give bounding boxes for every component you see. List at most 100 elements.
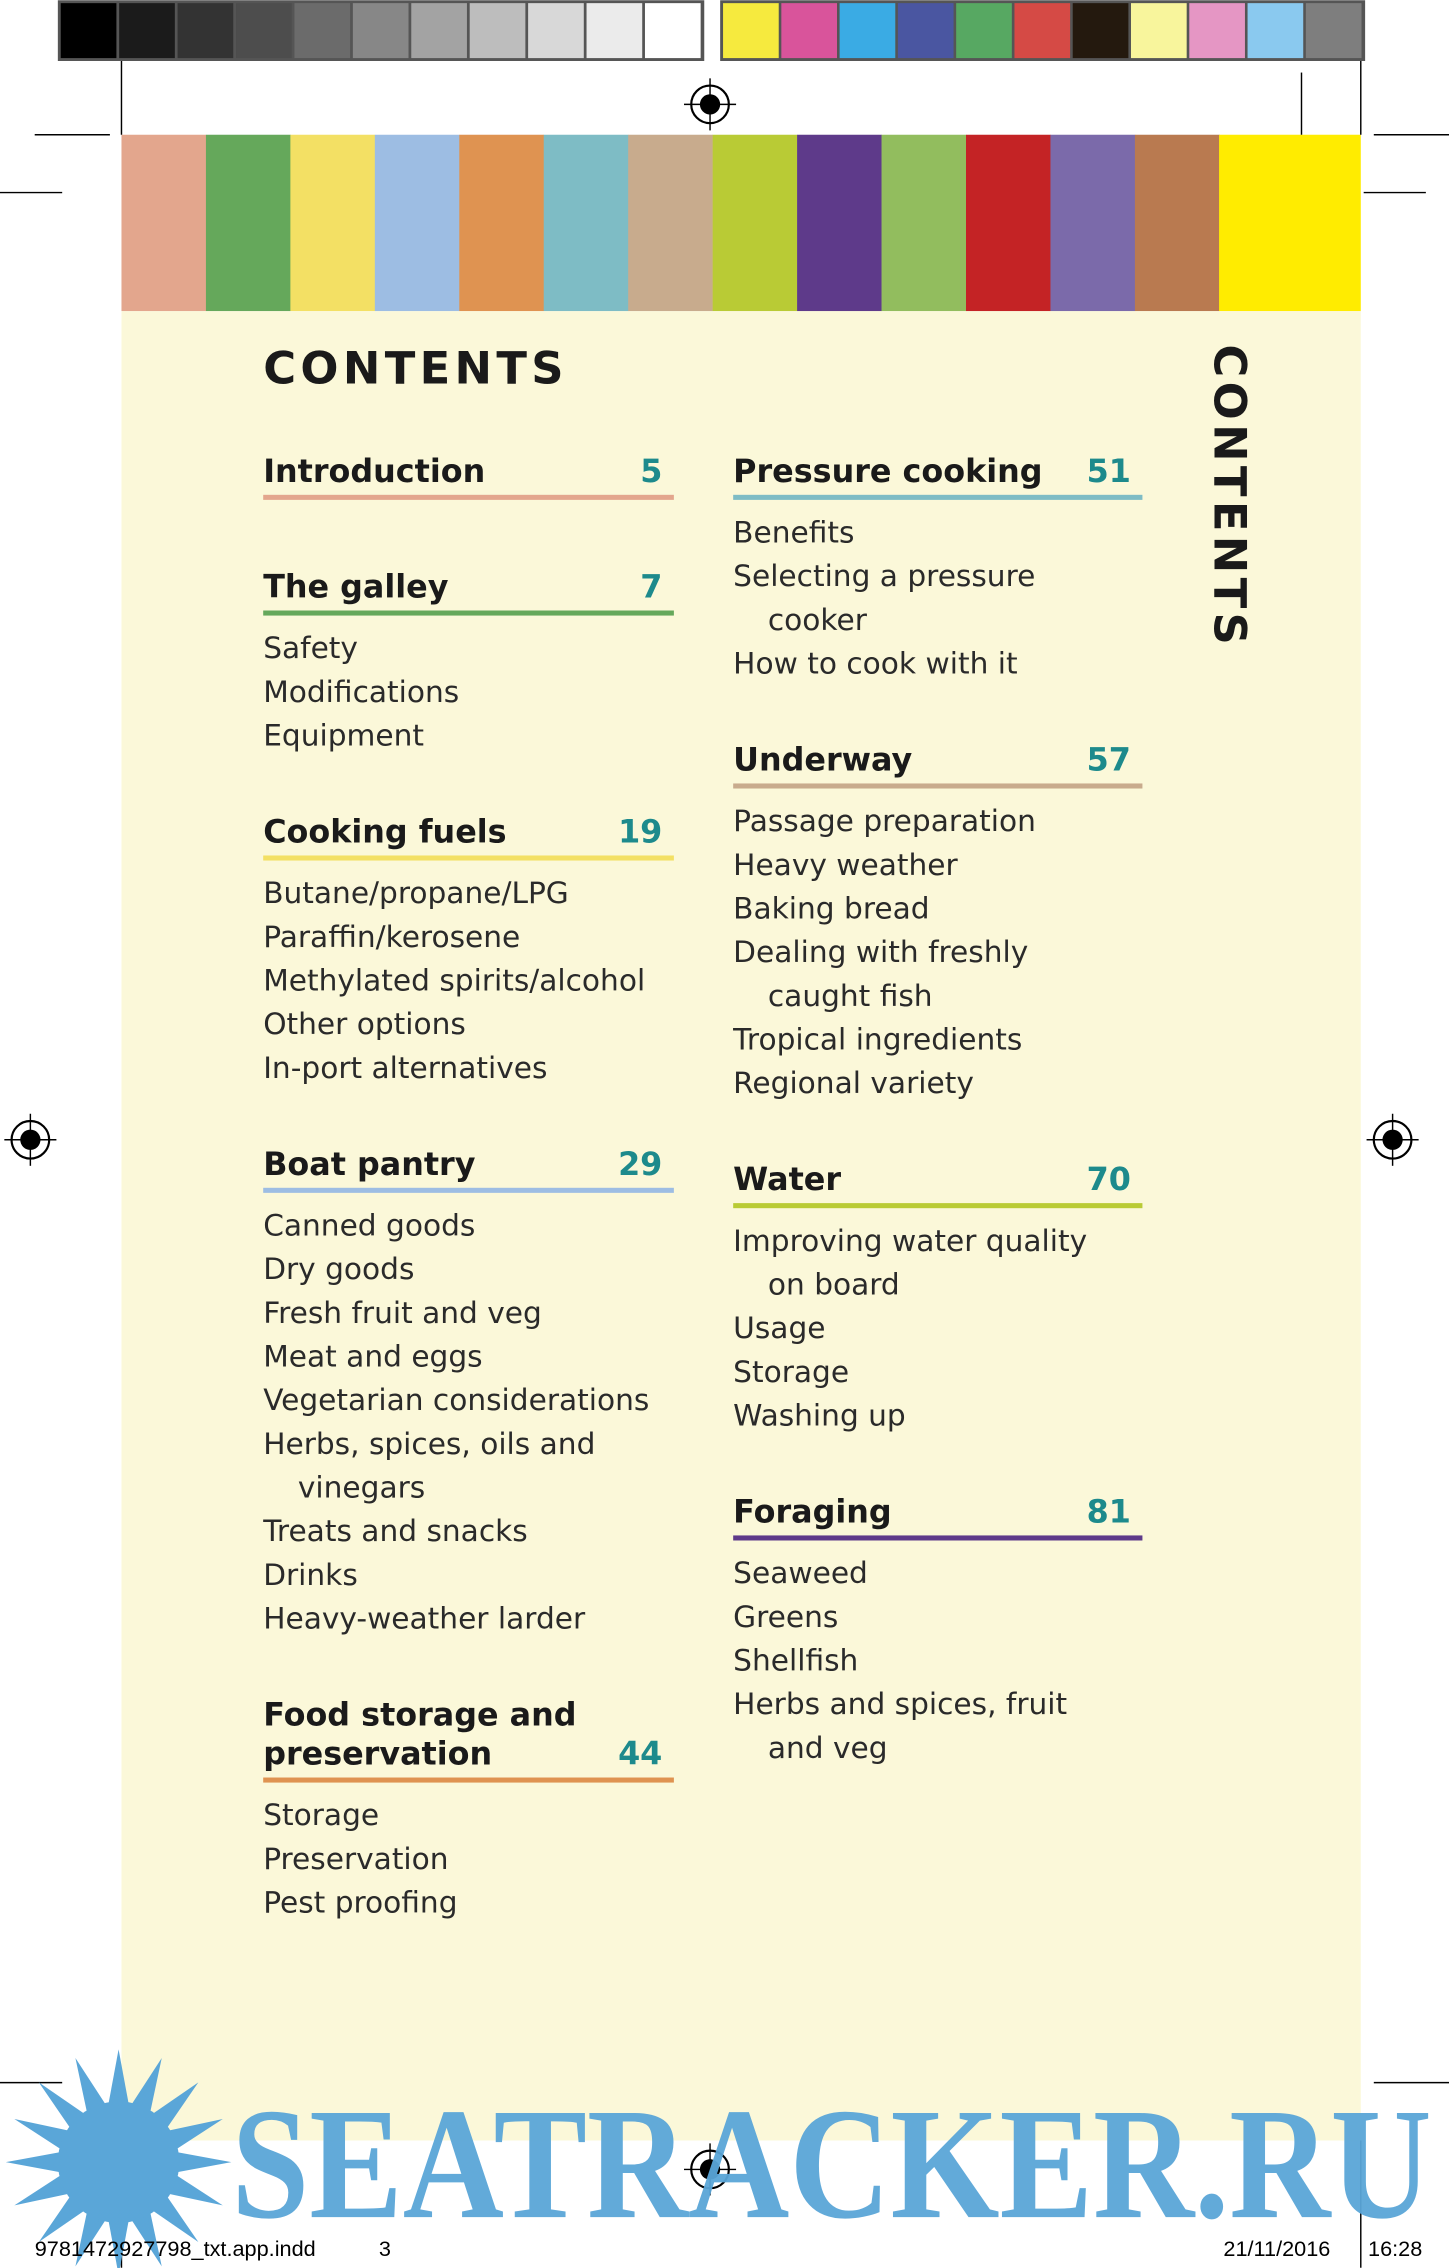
color-swatch <box>897 3 954 59</box>
item: Tropical ingredients <box>732 1022 1022 1057</box>
item: Methylated spirits/alcohol <box>263 963 645 998</box>
section-title: Water <box>733 1160 841 1198</box>
page-area <box>121 311 1361 2141</box>
gray-swatch <box>236 3 292 59</box>
color-swatch <box>956 3 1012 59</box>
item: Usage <box>733 1310 825 1345</box>
tab-swatch <box>459 134 545 312</box>
section-rule <box>263 494 674 500</box>
tab-swatch <box>881 134 967 312</box>
item: Butane/propane/LPG <box>263 875 569 910</box>
watermark: SEATRACKER.RU <box>231 2076 1431 2252</box>
section-rule <box>263 1187 674 1193</box>
item: Washing up <box>733 1398 906 1433</box>
section-title: Pressure cooking <box>733 452 1042 490</box>
section-page: 7 <box>640 567 662 605</box>
tab-swatch <box>374 134 460 312</box>
section-title: Underway <box>733 740 912 778</box>
item: Baking bread <box>733 891 929 926</box>
item: caught fish <box>768 978 933 1013</box>
gray-swatch <box>60 3 117 59</box>
tab-swatch <box>712 134 798 312</box>
sun-ray <box>14 2174 70 2206</box>
contents-list: Introduction 5 The galley 7 Safety Modificati… <box>262 452 1143 1920</box>
section-rule <box>263 1777 674 1783</box>
item: Seaweed <box>733 1555 868 1590</box>
item: Modifications <box>263 674 459 709</box>
item: Storage <box>263 1797 379 1832</box>
sun-ray <box>130 2210 162 2267</box>
item: on board <box>768 1267 900 1302</box>
tab-swatch <box>1050 134 1136 312</box>
item: Equipment <box>263 718 424 753</box>
heading: CONTENTS <box>263 341 568 394</box>
item: Canned goods <box>263 1208 475 1243</box>
tab-swatch <box>797 134 882 312</box>
section-rule <box>733 1203 1143 1209</box>
section-rule <box>733 1535 1143 1541</box>
item: Regional variety <box>733 1065 974 1100</box>
item: Treats and snacks <box>262 1513 528 1548</box>
item: Improving water quality <box>733 1223 1087 1258</box>
tab-swatch <box>290 134 376 312</box>
sun-ray <box>5 2151 62 2173</box>
item: Heavy-weather larder <box>263 1601 586 1636</box>
color-swatch <box>781 3 838 59</box>
section-page: 19 <box>618 812 662 850</box>
section-page: 57 <box>1087 740 1131 778</box>
section-title: Cooking fuels <box>263 812 506 850</box>
section-title: Foraging <box>733 1492 891 1530</box>
item: Passage preparation <box>733 803 1036 838</box>
item: Dealing with freshly <box>733 934 1028 969</box>
section-title: Boat pantry <box>263 1145 476 1183</box>
side-tab: CONTENTS <box>1204 344 1257 649</box>
sun-ray <box>14 2119 70 2150</box>
sun-ray <box>38 2082 86 2130</box>
sun-ray <box>38 2195 86 2242</box>
item: Drinks <box>263 1557 358 1592</box>
section-rule <box>263 855 674 861</box>
item: Storage <box>733 1354 849 1389</box>
color-bars <box>57 0 1366 312</box>
item: Selecting a pressure <box>733 558 1035 593</box>
sun-disc <box>57 2101 180 2223</box>
sun-ray <box>108 2219 129 2268</box>
gray-swatch <box>644 3 701 59</box>
sun-ray <box>167 2119 223 2150</box>
item: Other options <box>263 1006 466 1041</box>
item: Paraffin/kerosene <box>263 919 520 954</box>
color-swatch <box>839 3 896 59</box>
item: and veg <box>768 1730 888 1765</box>
sun-ray <box>167 2174 223 2206</box>
color-swatch <box>1014 3 1071 59</box>
item: How to cook with it <box>733 646 1017 681</box>
item: Herbs, spices, oils and <box>263 1426 595 1461</box>
footer-date: 21/11/2016 <box>1223 2236 1330 2261</box>
item: Preservation <box>263 1841 448 1876</box>
sun-ray <box>75 2057 107 2114</box>
color-swatch <box>1072 3 1129 59</box>
section-rule <box>733 494 1143 500</box>
section-title: Food storage and <box>263 1695 576 1733</box>
item: Vegetarian considerations <box>263 1382 649 1417</box>
gray-swatch <box>294 3 351 59</box>
gray-swatch <box>119 3 175 59</box>
gray-swatch <box>352 3 409 59</box>
tab-swatch <box>966 134 1051 312</box>
section-title: preservation <box>263 1735 492 1773</box>
sun-ray <box>130 2057 162 2114</box>
item: Fresh fruit and veg <box>263 1295 542 1330</box>
section-title: Introduction <box>263 452 485 490</box>
sun-ray <box>151 2082 199 2130</box>
item: Dry goods <box>263 1251 414 1286</box>
item: Heavy weather <box>733 847 958 882</box>
sun-ray <box>108 2049 129 2106</box>
footer-time: 16:28 <box>1368 2236 1422 2261</box>
item: cooker <box>768 602 868 637</box>
section-rule <box>263 610 674 616</box>
section-rule <box>733 783 1143 789</box>
tab-swatch <box>628 134 713 312</box>
section-page: 81 <box>1087 1492 1131 1530</box>
sun-ray <box>75 2210 107 2267</box>
item: Greens <box>733 1599 838 1634</box>
